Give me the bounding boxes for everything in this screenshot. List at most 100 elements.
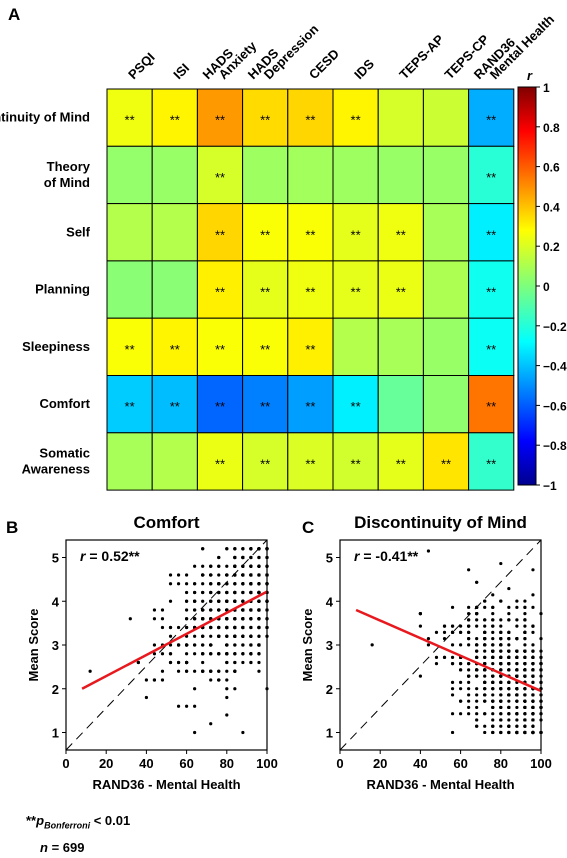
heatmap-cell xyxy=(242,203,289,262)
scatter-point xyxy=(450,680,455,685)
significance-marker: ** xyxy=(305,227,315,242)
scatter-point xyxy=(523,730,527,735)
scatter-point xyxy=(507,655,511,659)
scatter-point xyxy=(491,655,495,659)
scatter-point xyxy=(531,705,535,710)
scatter-point xyxy=(507,699,511,703)
n-symbol: n xyxy=(40,839,48,855)
regression-line xyxy=(355,608,542,693)
scatter-points xyxy=(370,549,543,735)
scatter-point xyxy=(483,680,487,685)
scatter-point xyxy=(249,625,253,630)
r-value: = 0.52** xyxy=(85,548,140,564)
heatmap-row-label: of Mind xyxy=(44,175,90,190)
scatter-point xyxy=(459,680,463,685)
scatter-point xyxy=(475,637,479,641)
scatter-point xyxy=(193,704,197,708)
scatter-point xyxy=(233,660,237,665)
scatter-point xyxy=(467,618,471,622)
scatter-discontinuity-of-mind: Discontinuity of Mind 0 20 40 60 80 100 1 2 3 4 5 RA… xyxy=(300,513,552,792)
scatter-point xyxy=(217,652,221,656)
scatter-point xyxy=(225,590,229,595)
scatter-point xyxy=(515,649,519,653)
significance-marker: ** xyxy=(486,456,496,471)
heatmap-column-label: CESD xyxy=(306,46,342,82)
x-tick-label: 100 xyxy=(256,756,278,771)
scatter-point xyxy=(475,649,479,653)
heatmap-cell xyxy=(377,88,424,147)
scatter-point xyxy=(491,674,495,678)
scatter-point xyxy=(483,724,487,728)
heatmap-cell xyxy=(377,145,424,205)
scatter-point xyxy=(257,608,261,612)
scatter-point xyxy=(257,573,261,577)
scatter-point xyxy=(370,643,374,647)
y-tick-label: 2 xyxy=(326,682,333,697)
scatter-point xyxy=(128,617,132,621)
scatter-point xyxy=(507,611,511,616)
scatter-point xyxy=(491,637,495,641)
scatter-point xyxy=(160,608,165,612)
scatter-point xyxy=(523,662,527,666)
scatter-point xyxy=(507,712,511,716)
scatter-point xyxy=(507,668,511,672)
significance-marker: ** xyxy=(351,399,361,414)
scatter-point xyxy=(459,668,463,672)
significance-marker: ** xyxy=(215,170,225,185)
scatter-point xyxy=(531,630,535,634)
scatter-point xyxy=(523,637,527,641)
scatter-point xyxy=(233,547,237,551)
scatter-point xyxy=(475,668,479,672)
scatter-point xyxy=(491,724,495,728)
scatter-point xyxy=(233,564,237,568)
scatter-point xyxy=(523,643,527,647)
heatmap-row-label: Comfort xyxy=(39,396,90,411)
scatter-point xyxy=(209,564,213,568)
scatter-point xyxy=(144,678,148,682)
heatmap-cell xyxy=(422,203,470,262)
scatter-point xyxy=(176,625,181,630)
scatter-point xyxy=(507,680,511,685)
scatter-point xyxy=(257,643,261,647)
scatter-point xyxy=(209,634,213,638)
scatter-point xyxy=(499,718,503,722)
scatter-point xyxy=(201,573,205,577)
significance-marker: ** xyxy=(305,342,315,357)
scatter-point xyxy=(152,643,157,647)
heatmap-cell xyxy=(151,88,198,147)
heatmap-cell xyxy=(196,432,244,491)
scatter-point xyxy=(523,724,527,728)
heatmap-cell xyxy=(468,145,515,205)
scatter-comfort: Comfort 0 20 40 60 80 100 1 2 3 4 5 RAND36 - Mental … xyxy=(26,513,278,792)
heatmap-cell xyxy=(151,260,198,319)
scatter-point xyxy=(241,634,245,638)
scatter-point xyxy=(176,582,181,586)
scatter-point xyxy=(201,617,205,621)
significance-marker: ** xyxy=(396,227,406,242)
scatter-point xyxy=(459,699,463,703)
scatter-point xyxy=(241,590,245,595)
scatter-point xyxy=(217,608,221,612)
scatter-point xyxy=(176,573,181,577)
y-tick-label: 5 xyxy=(52,551,59,566)
scatter-point xyxy=(257,599,261,603)
scatter-point xyxy=(233,555,237,560)
scatter-point xyxy=(257,590,261,595)
scatter-point xyxy=(201,590,205,595)
scatter-point xyxy=(241,660,245,665)
scatter-point xyxy=(531,655,535,659)
colorbar-ticks: 1 0.8 0.6 0.4 0.2 0 −0.2 −0.4 −0.6 −0.8 −1 xyxy=(536,81,567,493)
scatter-point xyxy=(531,643,535,647)
scatter-point xyxy=(201,564,205,568)
heatmap-row-label: Somatic xyxy=(39,445,90,460)
scatter-point xyxy=(483,687,487,691)
scatter-point xyxy=(233,634,237,638)
colorbar-tick-label: 1 xyxy=(543,81,550,95)
scatter-point xyxy=(507,718,511,722)
colorbar-tick-label: 0 xyxy=(543,280,550,294)
scatter-point xyxy=(193,608,197,612)
panel-label-c: C xyxy=(302,518,314,537)
scatter-point xyxy=(523,705,527,710)
scatter-point xyxy=(225,564,229,568)
